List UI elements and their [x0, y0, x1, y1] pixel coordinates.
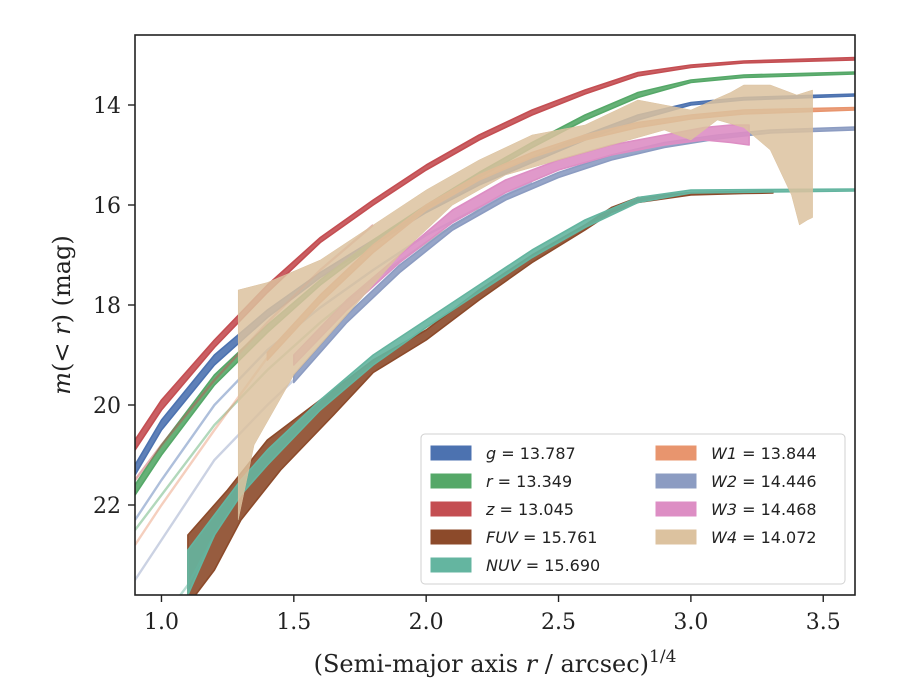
series-fuv — [187, 190, 774, 595]
x-tick-label: 1.0 — [144, 610, 179, 635]
legend-label-w1: W1 = 13.844 — [711, 444, 817, 463]
y-axis: 14 16 18 20 22 — [93, 94, 135, 519]
y-tick-label: 18 — [93, 294, 121, 319]
y-axis-title: m(< r) (mag) — [48, 235, 76, 395]
legend-swatch-fuv — [430, 529, 472, 545]
legend-swatch-w4 — [655, 529, 697, 545]
legend-label-w4: W4 = 14.072 — [711, 528, 817, 547]
legend-swatch-w1 — [655, 445, 697, 461]
y-tick-label: 22 — [93, 494, 121, 519]
x-axis-title: (Semi-major axis r / arcsec)1/4 — [314, 647, 677, 678]
series-w4 — [237, 84, 813, 521]
series-w3-band — [292, 124, 750, 366]
series-fuv-band — [187, 190, 774, 595]
legend-label-z: z = 13.045 — [485, 500, 574, 519]
legend-swatch-w3 — [655, 501, 697, 517]
legend-swatch-z — [430, 501, 472, 517]
x-tick-label: 2.5 — [541, 610, 576, 635]
legend-label-fuv: FUV = 15.761 — [486, 528, 597, 547]
legend-label-w3: W3 = 14.468 — [711, 500, 817, 519]
series-nuv-band — [187, 188, 855, 595]
plot-frame — [134, 34, 856, 596]
legend: g = 13.787 r = 13.349 z = 13.045 FUV = 15.7… — [420, 433, 846, 585]
plot-area — [135, 56, 855, 595]
legend-label-g: g = 13.787 — [486, 444, 576, 463]
legend-label-r: r = 13.349 — [486, 472, 572, 491]
legend-label-w2: W2 = 14.446 — [711, 472, 817, 491]
y-tick-label: 16 — [93, 194, 121, 219]
series-w4-band — [237, 84, 813, 521]
x-axis: 1.0 1.5 2.0 2.5 3.0 3.5 — [144, 595, 841, 635]
legend-frame — [420, 433, 846, 585]
legend-swatch-g — [430, 445, 472, 461]
legend-label-nuv: NUV = 15.690 — [486, 556, 600, 575]
x-tick-label: 3.0 — [673, 610, 708, 635]
series-nuv — [178, 188, 855, 595]
series-w2-band — [292, 126, 855, 384]
x-tick-label: 1.5 — [276, 610, 311, 635]
series-z-band — [135, 56, 855, 451]
x-tick-label: 2.0 — [409, 610, 444, 635]
legend-swatch-nuv — [430, 557, 472, 573]
series-w3 — [292, 124, 750, 366]
x-tick-label: 3.5 — [806, 610, 841, 635]
legend-swatch-r — [430, 473, 472, 489]
y-tick-label: 14 — [93, 94, 121, 119]
legend-swatch-w2 — [655, 473, 697, 489]
y-tick-label: 20 — [93, 394, 121, 419]
